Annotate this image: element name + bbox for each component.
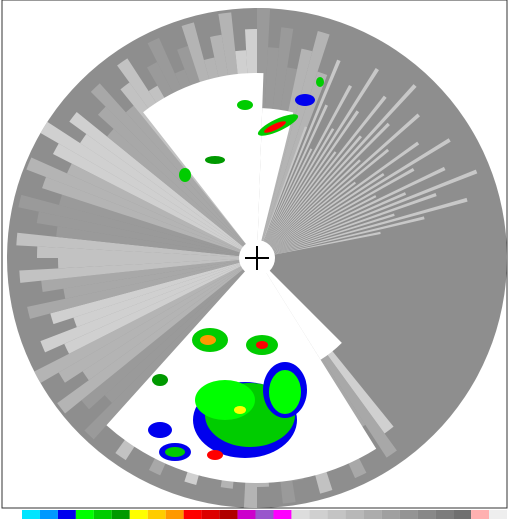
colorbar-swatch — [273, 510, 291, 519]
colorbar-swatch — [256, 510, 274, 519]
colorbar-swatch — [148, 510, 166, 519]
colorbar-swatch — [471, 510, 489, 519]
colorbar-swatch — [166, 510, 184, 519]
colorbar-swatch — [22, 510, 40, 519]
echo — [316, 77, 324, 87]
colorbar-swatch — [381, 510, 399, 519]
colorbar-swatch — [202, 510, 220, 519]
colorbar-swatch — [130, 510, 148, 519]
colorbar-swatch — [291, 510, 309, 519]
colorbar-swatch — [58, 510, 76, 519]
echo — [179, 168, 191, 182]
echo — [200, 335, 216, 345]
echo — [148, 422, 172, 438]
echo — [234, 406, 246, 414]
colorbar-swatch — [435, 510, 453, 519]
colorbar-swatch — [220, 510, 238, 519]
colorbar-swatch — [399, 510, 417, 519]
colorbar-swatch — [363, 510, 381, 519]
colorbar-swatch — [453, 510, 471, 519]
colorbar-swatch — [327, 510, 345, 519]
echo — [295, 94, 315, 106]
colorbar-swatch — [76, 510, 94, 519]
colorbar-swatch — [184, 510, 202, 519]
echo — [269, 370, 301, 414]
echo — [152, 374, 168, 386]
colorbar-swatch — [40, 510, 58, 519]
colorbar-swatch — [417, 510, 435, 519]
echo — [195, 380, 255, 420]
colorbar-swatch — [94, 510, 112, 519]
echo — [207, 450, 223, 460]
echo — [237, 100, 253, 110]
colorbar-swatch — [489, 510, 507, 519]
echo — [205, 156, 225, 164]
colorbar — [22, 510, 507, 519]
colorbar-swatch — [345, 510, 363, 519]
colorbar-swatch — [112, 510, 130, 519]
colorbar-swatch — [309, 510, 327, 519]
echo — [165, 447, 185, 457]
radar-image — [0, 0, 509, 519]
colorbar-swatch — [238, 510, 256, 519]
echo — [256, 341, 268, 349]
